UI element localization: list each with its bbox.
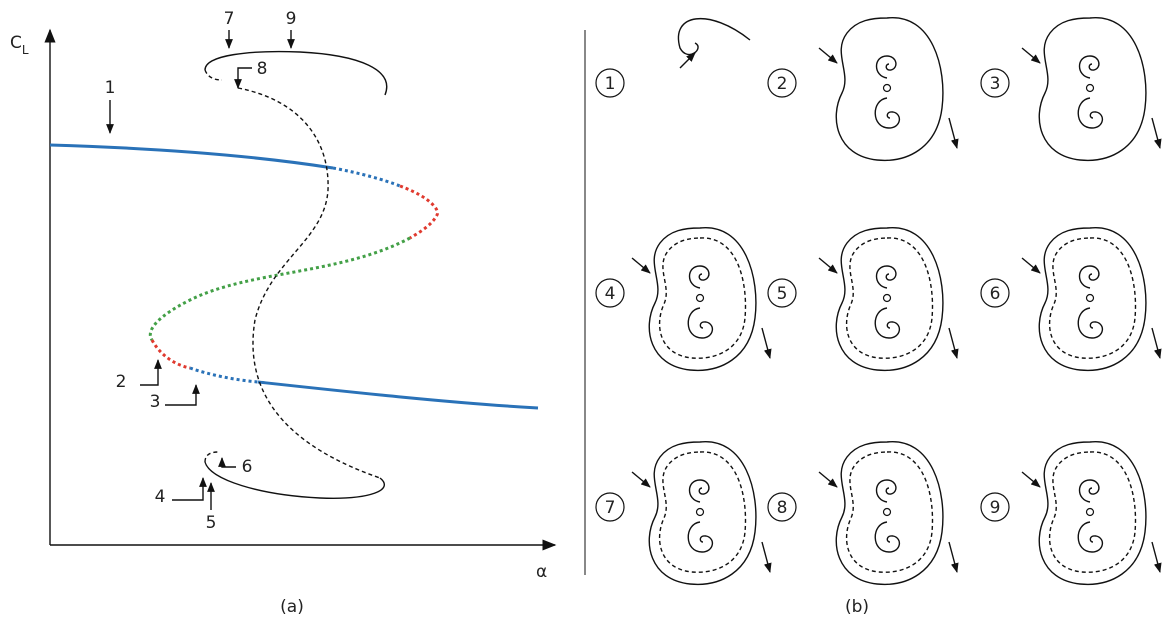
portrait-label: 1 [605, 74, 616, 94]
portrait-label-circle [767, 68, 797, 98]
orbit-loop [204, 451, 219, 463]
annotation: 8 [257, 59, 268, 79]
portrait-label-circle [980, 68, 1010, 98]
annotation: 5 [206, 513, 217, 533]
phase-portrait [819, 442, 957, 585]
annotations: 1 2 3 4 5 6 7 8 9 [105, 9, 297, 533]
portrait-label: 8 [777, 498, 788, 518]
annotation: 7 [224, 9, 235, 29]
orbit-loop [204, 50, 388, 96]
y-label-sub: L [22, 43, 29, 57]
portrait-label-circle [595, 68, 625, 98]
unstable-branch [148, 236, 411, 341]
portrait-label: 5 [777, 284, 788, 304]
phase-portrait [819, 18, 957, 161]
portrait-label-circle [595, 278, 625, 308]
annotation: 9 [286, 9, 297, 29]
unstable-branch [189, 366, 259, 384]
portrait-label: 4 [605, 284, 616, 304]
phase-portrait [1022, 228, 1160, 371]
y-axis-label: CL [10, 33, 29, 57]
annotation: 3 [150, 392, 161, 412]
portrait-label-circle [767, 278, 797, 308]
stable-branch [257, 380, 539, 410]
portraits: 1 2 3 4 5 6 7 8 9 [595, 18, 1160, 585]
portrait-label: 9 [990, 498, 1001, 518]
portrait-label-circle [980, 278, 1010, 308]
portrait-label-circle [767, 492, 797, 522]
panel-caption: (a) [280, 597, 304, 617]
x-axis-label: α [536, 562, 547, 582]
phase-portrait [1022, 442, 1160, 585]
annotation: 1 [105, 78, 116, 98]
annotation: 6 [242, 457, 253, 477]
phase-portrait [632, 442, 770, 585]
annotation-arrows [106, 30, 295, 510]
phase-portrait [632, 228, 770, 371]
orbit-loop [204, 69, 223, 81]
portrait-label: 7 [605, 498, 616, 518]
portrait-label: 6 [990, 284, 1001, 304]
portrait-label: 3 [990, 74, 1001, 94]
annotation: 4 [155, 487, 166, 507]
unstable-branch [399, 184, 439, 240]
y-label-main: C [10, 33, 22, 53]
portrait-label: 2 [777, 74, 788, 94]
stable-branch [49, 143, 334, 170]
annotation: 2 [116, 372, 127, 392]
unstable-branch [150, 339, 191, 370]
panel-caption: (b) [845, 597, 869, 617]
unstable-orbit-branch [237, 87, 381, 479]
phase-portrait [819, 228, 957, 371]
portrait-label-circle [595, 492, 625, 522]
portrait-label-circle [980, 492, 1010, 522]
phase-trajectory [679, 52, 696, 69]
orbit-loop [204, 461, 386, 499]
unstable-branch [332, 166, 401, 188]
phase-trajectory [677, 18, 751, 56]
phase-portrait [1022, 18, 1160, 161]
